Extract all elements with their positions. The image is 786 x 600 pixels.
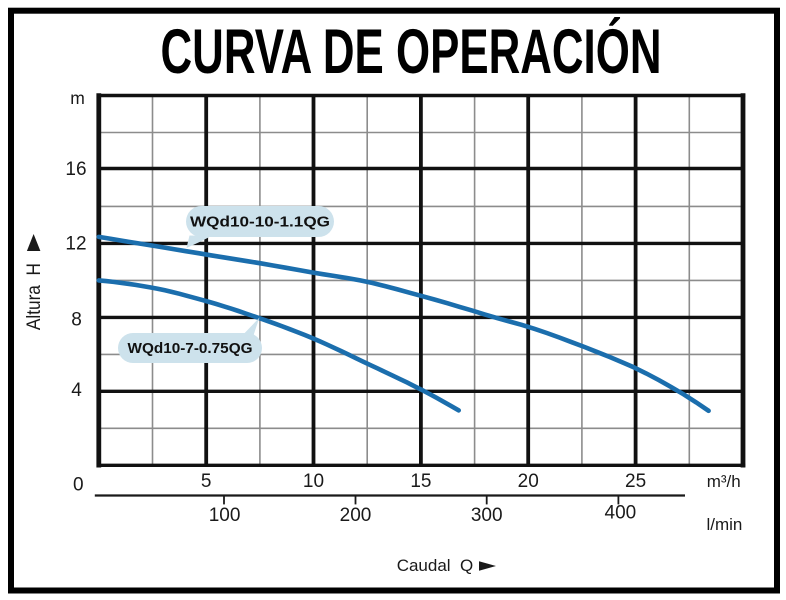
svg-text:WQd10-7-0.75QG: WQd10-7-0.75QG [128,341,253,357]
svg-text:10: 10 [303,471,324,492]
svg-text:200: 200 [340,505,372,526]
svg-text:WQd10-10-1.1QG: WQd10-10-1.1QG [190,215,330,231]
svg-text:15: 15 [410,471,431,492]
svg-text:12: 12 [65,234,86,255]
svg-text:400: 400 [605,503,637,524]
svg-text:5: 5 [201,471,212,492]
svg-text:l/min: l/min [706,515,742,534]
svg-text:m: m [70,88,85,108]
svg-text:m³/h: m³/h [707,472,741,491]
svg-text:4: 4 [71,380,82,401]
svg-text:Caudal Q: Caudal Q [397,556,474,575]
svg-text:8: 8 [71,310,82,331]
svg-text:0: 0 [73,475,84,496]
svg-text:Altura H: Altura H [24,263,45,330]
svg-text:100: 100 [209,505,241,526]
svg-text:20: 20 [518,471,539,492]
svg-text:25: 25 [625,471,646,492]
svg-text:300: 300 [471,505,503,526]
svg-text:CURVA DE OPERACIÓN: CURVA DE OPERACIÓN [161,17,662,87]
svg-text:16: 16 [65,159,86,180]
